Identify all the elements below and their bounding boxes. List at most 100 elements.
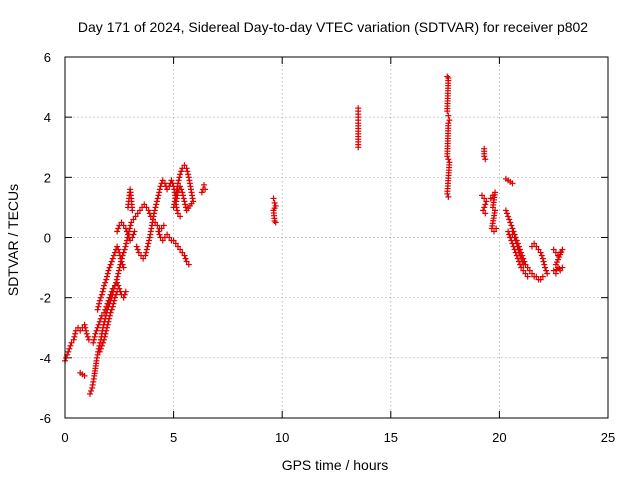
data-point [446, 117, 453, 124]
data-point [493, 225, 500, 232]
data-point [115, 282, 122, 289]
data-point [109, 285, 116, 292]
y-tick-label: 0 [44, 231, 51, 246]
data-point [540, 258, 547, 265]
data-point [105, 267, 112, 274]
x-tick-label: 15 [384, 430, 398, 445]
data-point [533, 273, 540, 280]
data-point [270, 195, 277, 202]
data-point [77, 327, 84, 334]
data-point [155, 192, 162, 199]
data-point [183, 165, 190, 172]
data-point [174, 180, 181, 187]
data-point [156, 189, 163, 196]
data-point [168, 177, 175, 184]
data-point [539, 255, 546, 262]
data-point [115, 246, 122, 253]
data-point [524, 273, 531, 280]
data-point [535, 246, 542, 253]
data-point [145, 207, 152, 214]
data-point [552, 270, 559, 277]
data-point [96, 318, 103, 325]
data-point [63, 354, 70, 361]
data-point [123, 240, 130, 247]
data-point [101, 309, 108, 316]
data-point [481, 204, 488, 211]
data-point [103, 327, 110, 334]
data-point [140, 255, 147, 262]
data-point [101, 336, 108, 343]
data-point [538, 252, 545, 259]
data-point [174, 207, 181, 214]
data-point [170, 237, 177, 244]
data-point [510, 228, 517, 235]
data-point [143, 204, 150, 211]
data-point [505, 213, 512, 220]
data-point [103, 276, 110, 283]
data-point [160, 222, 167, 229]
data-point [106, 264, 113, 271]
data-point [544, 270, 551, 277]
data-point [520, 267, 527, 274]
data-point [164, 186, 171, 193]
data-point [82, 324, 89, 331]
data-point [121, 246, 128, 253]
data-point [122, 243, 129, 250]
data-point [180, 195, 187, 202]
data-point [72, 330, 79, 337]
data-point [134, 210, 141, 217]
data-point [176, 186, 183, 193]
data-point [543, 267, 550, 274]
data-point [183, 207, 190, 214]
data-point [113, 291, 120, 298]
data-point [481, 195, 488, 202]
data-point [542, 264, 549, 271]
data-point [517, 252, 524, 259]
data-point [88, 387, 95, 394]
data-point [444, 108, 451, 115]
data-point [155, 228, 162, 235]
data-point [129, 207, 136, 214]
data-point [181, 252, 188, 259]
data-point [106, 294, 113, 301]
data-point [67, 342, 74, 349]
y-tick-label: 2 [44, 170, 51, 185]
data-point [539, 273, 546, 280]
data-point [131, 228, 138, 235]
data-point [184, 168, 191, 175]
data-point [177, 171, 184, 178]
data-point [90, 336, 97, 343]
data-point [70, 336, 77, 343]
data-point [114, 243, 121, 250]
data-point [271, 199, 278, 206]
data-point [114, 288, 121, 295]
x-tick-labels: 0 5 10 15 20 25 [61, 430, 615, 445]
data-point [173, 204, 180, 211]
y-tick-label: 4 [44, 110, 51, 125]
data-point [95, 303, 102, 310]
plot-frame [64, 56, 609, 419]
data-point [444, 190, 451, 197]
data-point [202, 186, 209, 193]
data-point [117, 255, 124, 262]
data-point [145, 237, 152, 244]
data-point [98, 312, 105, 319]
data-point [172, 240, 179, 247]
data-point [96, 300, 103, 307]
data-point [518, 255, 525, 262]
data-point [177, 213, 184, 220]
data-point [120, 294, 127, 301]
data-point [537, 249, 544, 256]
data-point [181, 198, 188, 205]
data-point [445, 112, 452, 119]
data-point [94, 324, 101, 331]
data-point [508, 222, 515, 229]
data-point [110, 300, 117, 307]
data-point [71, 333, 78, 340]
data-point [552, 261, 559, 268]
data-point [175, 177, 182, 184]
data-point [97, 315, 104, 322]
data-point [109, 255, 116, 262]
data-point [158, 225, 165, 232]
data-point [159, 237, 166, 244]
